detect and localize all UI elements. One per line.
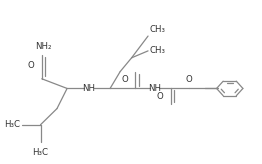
Text: CH₃: CH₃ [150,25,166,34]
Text: O: O [121,75,128,84]
Text: O: O [28,61,34,70]
Text: O: O [186,75,193,84]
Text: NH: NH [148,84,161,93]
Text: CH₃: CH₃ [150,46,166,55]
Text: O: O [156,92,163,101]
Text: H₃C: H₃C [4,120,20,129]
Text: H₃C: H₃C [32,148,48,157]
Text: NH₂: NH₂ [35,41,51,51]
Text: NH: NH [82,84,95,93]
